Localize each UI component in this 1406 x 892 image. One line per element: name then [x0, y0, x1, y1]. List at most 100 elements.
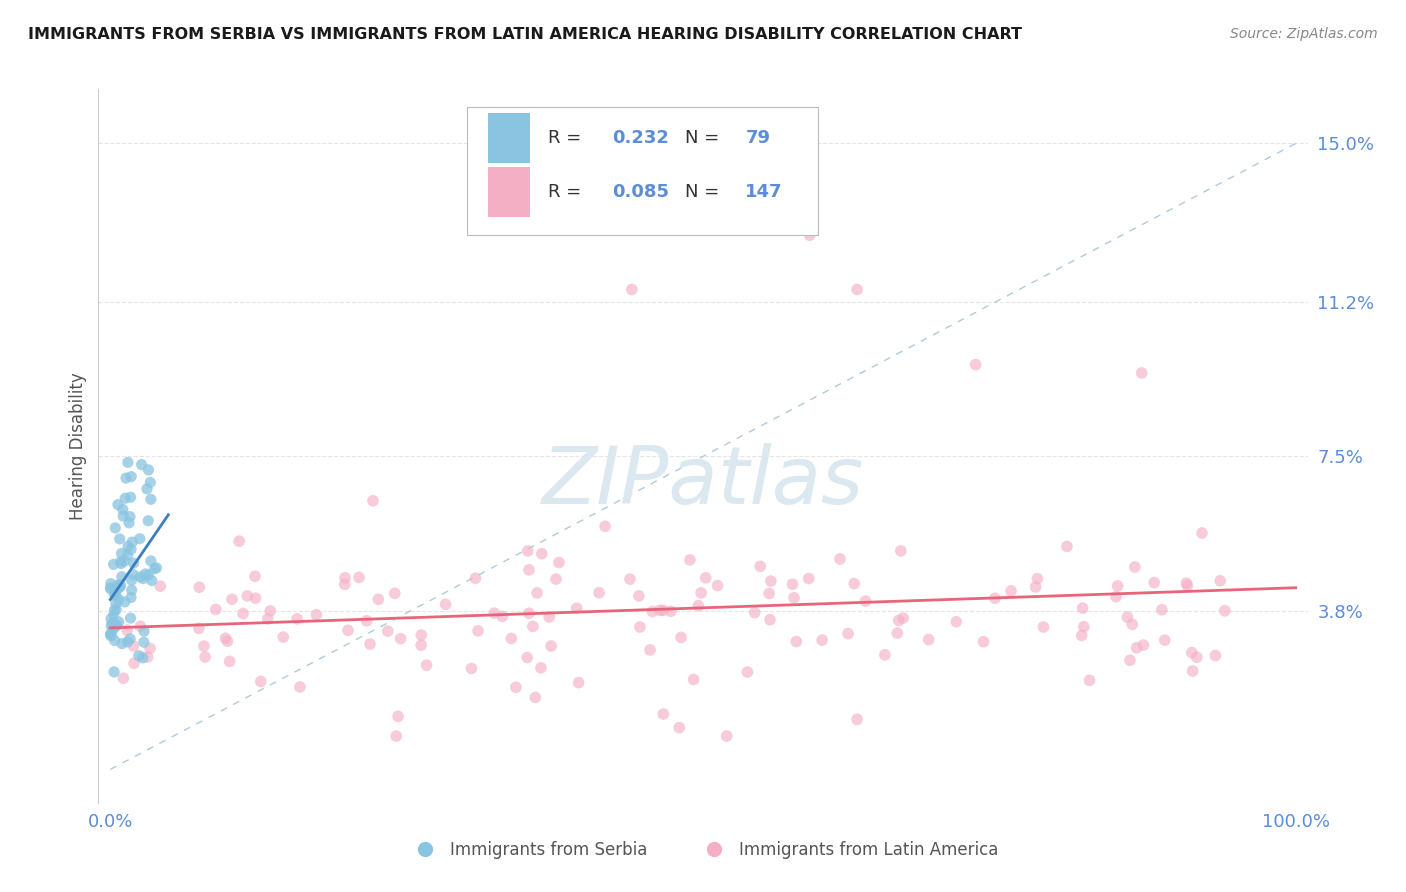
Point [484, 606, 506, 620]
Legend: Immigrants from Serbia, Immigrants from Latin America: Immigrants from Serbia, Immigrants from … [401, 835, 1005, 866]
Point [1107, 579, 1129, 593]
Point [108, 532, 131, 546]
Point [145, 561, 167, 575]
Point [464, 571, 486, 585]
Point [361, 493, 384, 508]
Point [104, 589, 127, 603]
Point [110, 580, 132, 594]
Point [758, 586, 780, 600]
Point [188, 580, 211, 594]
Point [112, 671, 135, 685]
Point [243, 569, 266, 583]
Point [1185, 650, 1208, 665]
Point [110, 555, 132, 569]
Point [1132, 638, 1154, 652]
Point [526, 586, 548, 600]
Point [965, 358, 987, 372]
Point [103, 607, 125, 622]
Point [107, 578, 129, 592]
Point [103, 603, 125, 617]
Point [659, 604, 682, 618]
Point [111, 637, 134, 651]
Point [114, 554, 136, 568]
Point [669, 631, 692, 645]
Text: N =: N = [685, 128, 725, 147]
Point [1130, 366, 1153, 380]
Point [716, 729, 738, 743]
Point [1153, 633, 1175, 648]
Point [214, 631, 236, 645]
Point [887, 614, 910, 628]
Point [411, 628, 433, 642]
Point [544, 572, 567, 586]
Point [890, 544, 912, 558]
Point [1056, 540, 1078, 554]
Point [377, 624, 399, 639]
Point [117, 635, 139, 649]
Point [505, 680, 527, 694]
Point [111, 570, 134, 584]
Point [129, 619, 152, 633]
Point [136, 568, 159, 582]
Point [538, 610, 561, 624]
Point [107, 581, 129, 595]
Point [114, 595, 136, 609]
Point [139, 554, 162, 568]
Point [516, 650, 538, 665]
Point [232, 607, 254, 621]
Point [782, 577, 804, 591]
Point [194, 649, 217, 664]
Point [1026, 572, 1049, 586]
Point [593, 519, 616, 533]
Point [359, 637, 381, 651]
Point [706, 579, 728, 593]
Point [117, 455, 139, 469]
Point [517, 563, 540, 577]
Point [118, 516, 141, 530]
Point [256, 612, 278, 626]
Point [638, 643, 661, 657]
Point [1191, 526, 1213, 541]
Point [1213, 604, 1236, 618]
Point [333, 571, 356, 585]
Point [530, 661, 553, 675]
Point [501, 632, 523, 646]
Point [1071, 601, 1094, 615]
Point [107, 592, 129, 607]
Point [491, 609, 513, 624]
Point [204, 602, 226, 616]
Point [783, 591, 806, 605]
Point [122, 639, 145, 653]
Point [797, 572, 820, 586]
Point [1150, 603, 1173, 617]
Point [548, 556, 571, 570]
Point [128, 648, 150, 663]
Point [1181, 646, 1204, 660]
Point [799, 228, 821, 243]
Point [118, 509, 141, 524]
Point [356, 614, 378, 628]
Point [100, 627, 122, 641]
Point [112, 508, 135, 523]
Point [1204, 648, 1226, 663]
Point [132, 635, 155, 649]
Point [744, 606, 766, 620]
Point [259, 604, 281, 618]
Point [121, 535, 143, 549]
Point [103, 558, 125, 572]
Point [385, 729, 408, 743]
Point [389, 632, 412, 646]
Point [984, 591, 1007, 606]
Point [522, 619, 544, 633]
Point [568, 675, 591, 690]
Point [434, 598, 457, 612]
Point [285, 612, 308, 626]
Point [100, 618, 122, 632]
Point [104, 597, 127, 611]
Point [136, 514, 159, 528]
Text: N =: N = [685, 184, 725, 202]
Point [149, 579, 172, 593]
Point [139, 475, 162, 490]
FancyBboxPatch shape [488, 168, 530, 218]
Point [1116, 610, 1139, 624]
